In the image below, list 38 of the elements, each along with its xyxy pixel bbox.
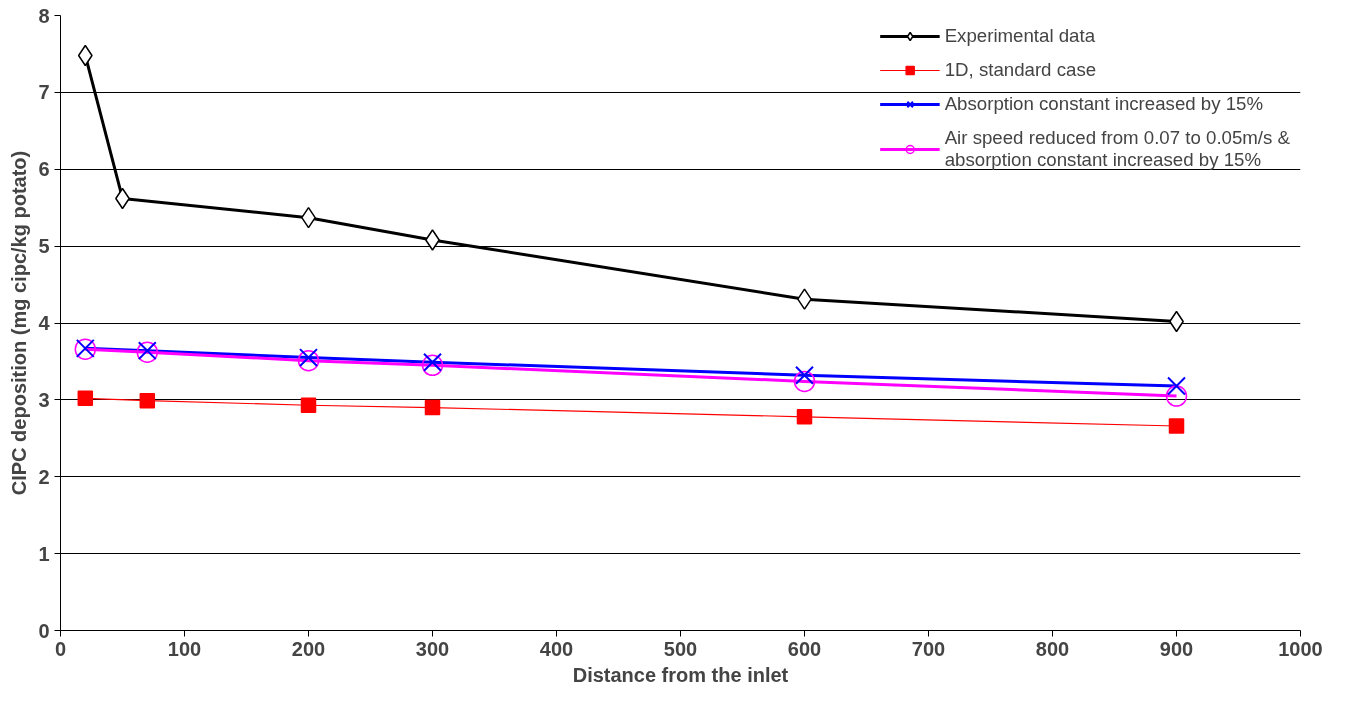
point	[421, 354, 444, 377]
point	[796, 409, 813, 425]
y-tick-label: 1	[38, 542, 50, 565]
legend-label: Air speed reduced from 0.07 to 0.05m/s & absorption constant increased by 15%	[944, 127, 1290, 171]
point	[795, 365, 814, 385]
point	[139, 392, 156, 409]
y-tick-label: 0	[38, 619, 50, 642]
point	[1168, 418, 1185, 434]
y-tick-label: 5	[38, 235, 50, 258]
y-tick-label: 8	[38, 4, 50, 27]
x-tick-label: 500	[663, 637, 698, 660]
y-tick-label: 2	[38, 465, 50, 488]
legend-label: Experimental data	[944, 25, 1096, 47]
legend-label: 1D, standard case	[944, 59, 1097, 81]
x-tick-label: 600	[787, 637, 822, 660]
y-tick-label: 4	[38, 312, 51, 334]
point	[77, 390, 94, 407]
x-tick-label: 700	[911, 637, 946, 660]
point	[793, 370, 816, 393]
x-tick-label: 100	[167, 637, 202, 660]
x-tick-label: 1000	[1278, 637, 1323, 660]
x-tick-label: 0	[54, 637, 67, 660]
x-tick-label: 400	[539, 637, 574, 660]
x-axis-title: Distance from the inlet	[572, 663, 789, 686]
point	[1165, 385, 1188, 407]
point	[300, 397, 317, 414]
x-tick-label: 800	[1035, 637, 1070, 660]
legend-label: Absorption constant increased by 15%	[944, 93, 1264, 115]
y-tick-label: 7	[38, 81, 50, 104]
point	[423, 352, 442, 372]
y-axis-title: CIPC deposition (mg cipc/kg potato)	[8, 150, 31, 496]
x-tick-label: 900	[1159, 637, 1194, 660]
y-tick-label: 3	[38, 388, 50, 411]
y-tick-label: 6	[38, 158, 50, 181]
point	[424, 399, 441, 416]
x-tick-label: 300	[415, 637, 450, 660]
point	[1167, 376, 1186, 396]
x-tick-label: 200	[291, 637, 326, 660]
